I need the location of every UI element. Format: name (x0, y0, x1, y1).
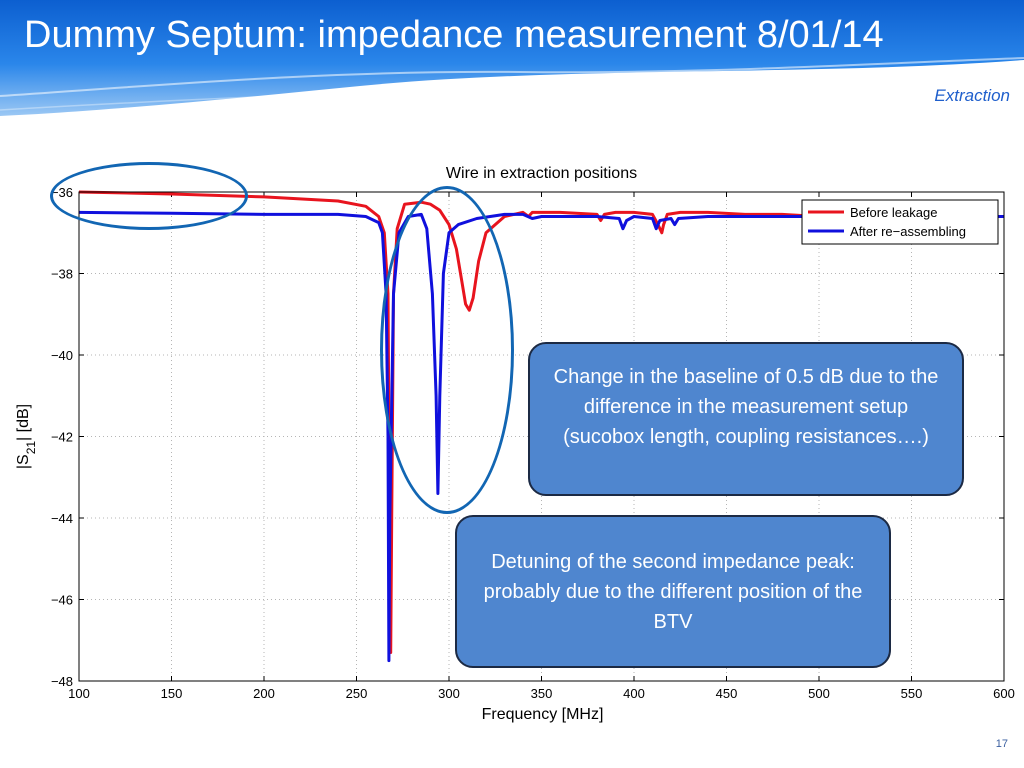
y-tick-label: −46 (51, 593, 73, 608)
chart-title: Wire in extraction positions (446, 165, 637, 182)
x-tick-label: 400 (623, 686, 645, 701)
legend-label: Before leakage (850, 205, 937, 220)
x-tick-label: 100 (68, 686, 90, 701)
y-tick-label: −38 (51, 267, 73, 282)
x-tick-label: 250 (346, 686, 368, 701)
header-wave-background (0, 0, 1024, 116)
baseline-highlight-ellipse (50, 162, 248, 230)
section-label: Extraction (934, 86, 1010, 105)
y-tick-label: −40 (51, 348, 73, 363)
x-tick-label: 350 (531, 686, 553, 701)
page-number: 17 (995, 738, 1008, 750)
x-tick-label: 600 (993, 686, 1015, 701)
y-tick-label: −42 (51, 430, 73, 445)
x-tick-label: 450 (716, 686, 738, 701)
x-tick-label: 300 (438, 686, 460, 701)
second-peak-highlight-ellipse (380, 186, 514, 514)
legend-box (801, 199, 999, 245)
x-axis-label: Frequency [MHz] (482, 706, 604, 723)
slide-header: Dummy Septum: impedance measurement 8/01… (0, 0, 1024, 130)
x-tick-label: 550 (901, 686, 923, 701)
x-tick-label: 200 (253, 686, 275, 701)
x-tick-label: 150 (161, 686, 183, 701)
baseline-change-callout: Change in the baseline of 0.5 dB due to … (528, 342, 964, 496)
y-tick-label: −48 (51, 674, 73, 689)
detuning-callout: Detuning of the second impedance peak: p… (455, 515, 891, 668)
x-tick-label: 500 (808, 686, 830, 701)
legend-label: After re−assembling (850, 224, 966, 239)
y-tick-label: −44 (51, 511, 73, 526)
y-axis-label: |S21| [dB] (15, 404, 38, 469)
slide-title: Dummy Septum: impedance measurement 8/01… (24, 14, 884, 56)
plot-frame (78, 191, 1005, 682)
